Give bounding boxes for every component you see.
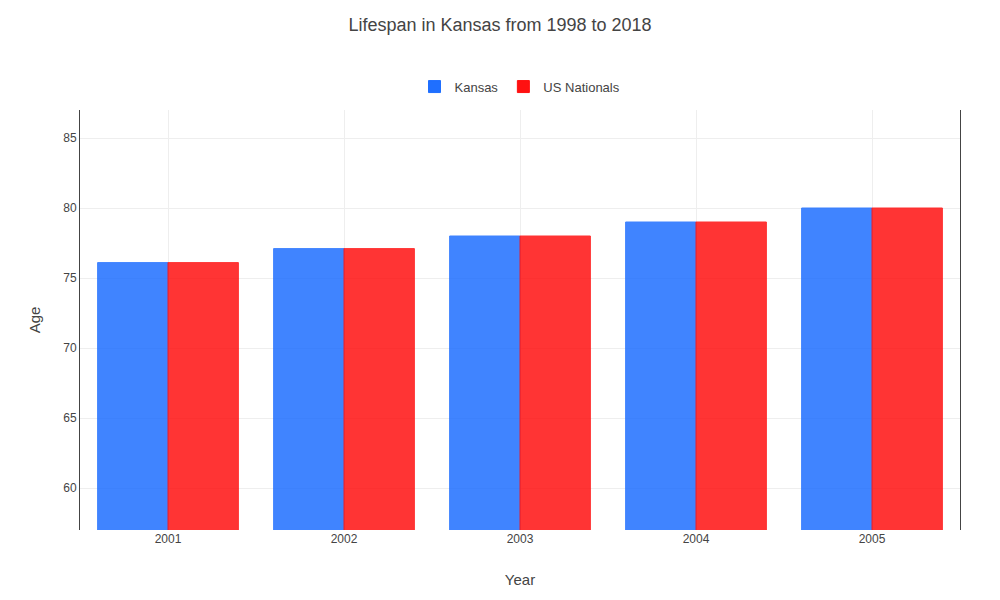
svg-text:Kansas: Kansas (455, 80, 499, 95)
svg-text:80: 80 (63, 201, 77, 215)
svg-text:Lifespan in Kansas from 1998 t: Lifespan in Kansas from 1998 to 2018 (348, 15, 651, 35)
svg-text:75: 75 (63, 271, 77, 285)
svg-text:US Nationals: US Nationals (543, 80, 619, 95)
svg-text:70: 70 (63, 341, 77, 355)
svg-text:2004: 2004 (683, 532, 710, 546)
svg-text:Year: Year (505, 571, 535, 588)
svg-text:2001: 2001 (155, 532, 182, 546)
svg-text:2002: 2002 (331, 532, 358, 546)
svg-text:2005: 2005 (859, 532, 886, 546)
svg-text:2003: 2003 (507, 532, 534, 546)
svg-text:Age: Age (26, 307, 43, 334)
svg-text:60: 60 (63, 481, 77, 495)
svg-text:85: 85 (63, 131, 77, 145)
svg-text:65: 65 (63, 411, 77, 425)
